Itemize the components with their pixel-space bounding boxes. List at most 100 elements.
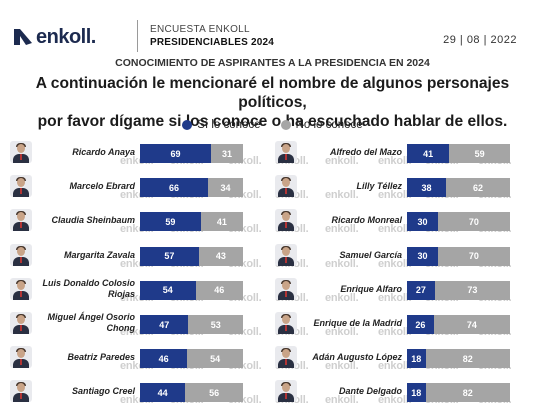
- bar-value-label: 26: [415, 319, 426, 330]
- avatar-head: [282, 144, 290, 153]
- politician-avatar: [10, 141, 32, 163]
- bar-no-lo-conoce: 82: [425, 383, 510, 403]
- politician-name: Margarita Zavala: [38, 250, 135, 261]
- avatar-head: [17, 280, 25, 290]
- bar-no-lo-conoce: 73: [434, 280, 510, 300]
- avatar-head: [282, 178, 290, 188]
- bar-no-lo-conoce: 62: [446, 178, 510, 198]
- politician-name: Enrique de la Madrid: [303, 318, 402, 329]
- politician-avatar: [275, 175, 297, 198]
- avatar-tie: [20, 222, 22, 229]
- bar-no-lo-conoce: 41: [200, 212, 243, 232]
- politician-avatar: [275, 243, 297, 266]
- bar-no-lo-conoce: 54: [187, 349, 243, 369]
- bar-si-lo-conoce: 18: [407, 383, 426, 403]
- bar-no-lo-conoce: 56: [185, 383, 243, 403]
- bar-si-lo-conoce: 30: [407, 246, 438, 266]
- bar-no-lo-conoce: 46: [195, 280, 243, 300]
- chart-legend: Sí lo conoce No lo conoce: [0, 119, 545, 131]
- politician-name: Claudia Sheinbaum: [38, 215, 135, 226]
- politician-name-line: Margarita Zavala: [63, 249, 135, 260]
- avatar-head: [17, 246, 25, 256]
- avatar-head: [282, 246, 290, 256]
- bar-si-lo-conoce: 47: [140, 315, 189, 334]
- bar-si-lo-conoce: 41: [407, 144, 450, 163]
- bar-value-label: 18: [411, 353, 422, 364]
- survey-title: PRESIDENCIABLES 2024: [150, 37, 275, 48]
- avatar-head: [17, 144, 25, 153]
- bar-no-lo-conoce: 74: [433, 315, 510, 334]
- bar-si-lo-conoce: 46: [140, 349, 188, 369]
- avatar-tie: [285, 290, 287, 297]
- politician-name-line: Santiago Creel: [71, 386, 135, 397]
- survey-date: 29 | 08 | 2022: [443, 34, 517, 46]
- avatar-tie: [285, 325, 287, 331]
- bar-si-lo-conoce: 44: [140, 383, 186, 403]
- legend-label-yes: Sí lo conoce: [197, 119, 261, 131]
- header-divider: [137, 20, 138, 52]
- enkoll-logo-icon: [14, 29, 32, 45]
- avatar-tie: [20, 359, 22, 366]
- bar-value-label: 69: [170, 148, 181, 159]
- politician-avatar: [10, 175, 32, 198]
- bar-si-lo-conoce: 27: [407, 280, 435, 300]
- avatar-head: [282, 383, 290, 393]
- bar-si-lo-conoce: 59: [140, 212, 201, 232]
- bar-value-label: 31: [222, 148, 233, 159]
- chart-question: A continuación le mencionaré el nombre d…: [0, 74, 545, 131]
- bar-si-lo-conoce: 30: [407, 212, 438, 232]
- politician-name: Santiago Creel: [38, 386, 135, 397]
- politician-avatar: [10, 243, 32, 266]
- avatar-head: [282, 349, 290, 359]
- politician-name: Enrique Alfaro: [303, 284, 402, 295]
- bar-value-label: 46: [214, 285, 225, 296]
- bar-value-label: 30: [417, 251, 428, 262]
- bar-si-lo-conoce: 66: [140, 178, 208, 198]
- bar-value-label: 54: [162, 285, 173, 296]
- avatar-tie: [285, 222, 287, 229]
- politician-name-line: Adán Augusto López: [312, 352, 402, 363]
- politician-name-line: Beatriz Paredes: [67, 352, 135, 363]
- politician-avatar: [275, 141, 297, 163]
- bar-value-label: 59: [474, 148, 485, 159]
- bar-value-label: 30: [417, 216, 428, 227]
- politician-avatar: [10, 312, 32, 334]
- question-line-1: A continuación le mencionaré el nombre d…: [35, 75, 510, 111]
- bar-value-label: 34: [220, 182, 231, 193]
- avatar-head: [17, 383, 25, 393]
- politician-name-line: Chong: [106, 323, 136, 333]
- politician-name: Alfredo del Mazo: [303, 147, 402, 158]
- bar-value-label: 46: [158, 353, 169, 364]
- politician-name: Marcelo Ebrard: [38, 181, 135, 192]
- bar-no-lo-conoce: 59: [449, 144, 510, 163]
- bar-value-label: 59: [165, 216, 176, 227]
- politician-name: Lilly Téllez: [303, 181, 402, 192]
- politician-avatar: [275, 209, 297, 232]
- avatar-tie: [285, 188, 287, 195]
- bar-value-label: 44: [157, 387, 168, 398]
- politician-name-line: Lilly Téllez: [356, 181, 402, 192]
- avatar-head: [282, 212, 290, 222]
- bar-value-label: 41: [423, 148, 434, 159]
- politician-name-line: Enrique Alfaro: [340, 283, 402, 294]
- politician-avatar: [275, 312, 297, 334]
- avatar-tie: [285, 393, 287, 400]
- legend-swatch-no: [280, 120, 291, 130]
- bar-no-lo-conoce: 31: [211, 144, 243, 163]
- bar-value-label: 27: [415, 285, 426, 296]
- bar-no-lo-conoce: 53: [188, 315, 243, 334]
- bar-value-label: 38: [421, 182, 432, 193]
- bar-si-lo-conoce: 26: [407, 315, 434, 334]
- politician-name-line: Ricardo Anaya: [72, 147, 135, 157]
- question-line-2: por favor dígame si los conoce o ha escu…: [37, 113, 508, 130]
- avatar-tie: [20, 393, 22, 400]
- bar-value-label: 66: [168, 182, 179, 193]
- politician-name: Ricardo Monreal: [303, 215, 402, 226]
- bar-no-lo-conoce: 34: [207, 178, 243, 198]
- bar-si-lo-conoce: 54: [140, 280, 196, 300]
- politician-name: Miguel Ángel Osorio Chong: [38, 312, 135, 334]
- politician-name-line: Enrique de la Madrid: [313, 318, 402, 328]
- politician-name: Dante Delgado: [303, 386, 402, 397]
- bar-no-lo-conoce: 70: [437, 212, 510, 232]
